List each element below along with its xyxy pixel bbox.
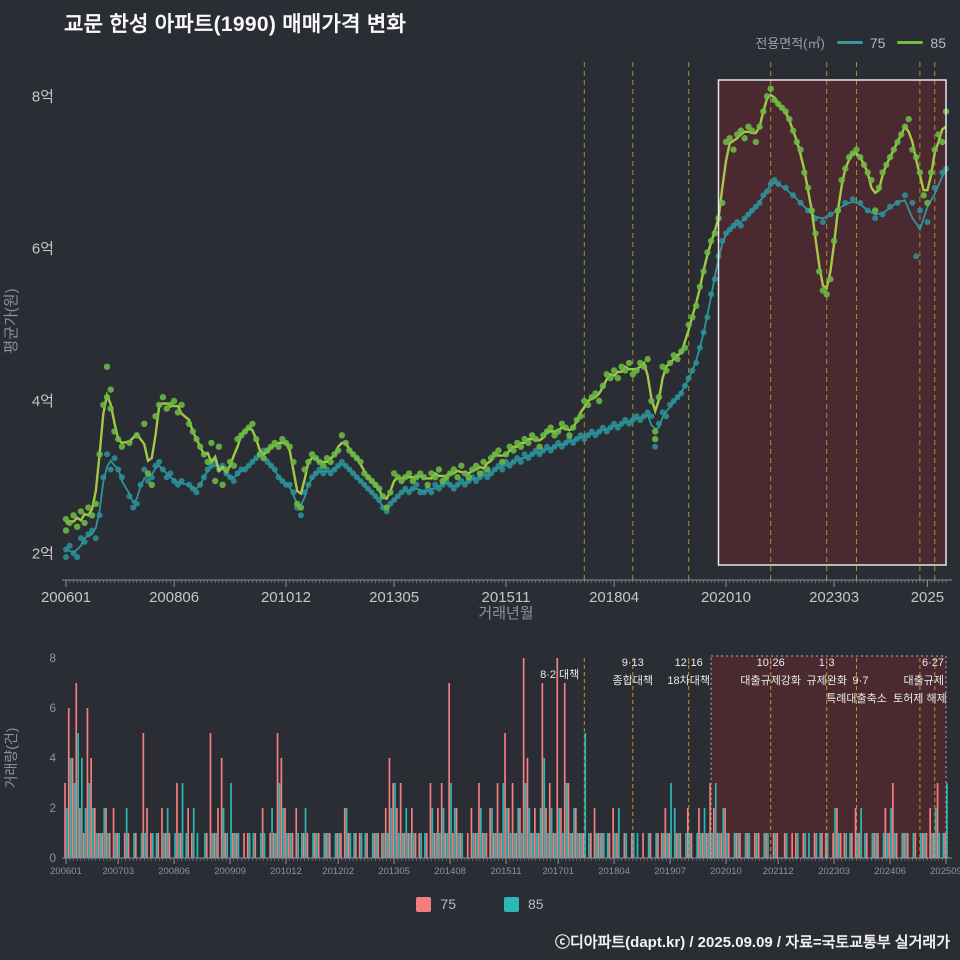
svg-text:규제완화: 규제완화 xyxy=(806,674,846,687)
highlight-region-fill xyxy=(718,80,946,565)
svg-text:18차대책: 18차대책 xyxy=(667,674,710,687)
svg-text:202303: 202303 xyxy=(809,589,859,606)
svg-text:8·2 대책: 8·2 대책 xyxy=(540,668,579,681)
svg-text:201511: 201511 xyxy=(491,866,522,877)
svg-text:200601: 200601 xyxy=(50,866,82,877)
volume-highlight-fill xyxy=(711,656,946,858)
svg-text:201305: 201305 xyxy=(378,866,410,877)
policy-annotations: 8·2 대책 9·13 종합대책 12·16 18차대책 10·26 대출규제강화 1·3 규제… xyxy=(540,657,947,705)
svg-text:특례대출축소: 특례대출축소 xyxy=(826,692,887,705)
svg-text:9·13: 9·13 xyxy=(622,657,644,669)
svg-text:200601: 200601 xyxy=(41,589,91,606)
size-legend-label: 전용면적(㎡) xyxy=(755,36,825,51)
svg-text:201012: 201012 xyxy=(261,589,311,606)
highlight-region-border xyxy=(717,79,947,566)
legend-label-75: 75 xyxy=(869,34,886,51)
legend-square-swatch-75 xyxy=(416,896,432,912)
size-legend: 전용면적(㎡) 75 85 xyxy=(755,33,946,52)
legend-square-swatch-85 xyxy=(504,896,519,912)
copyright-credit: ⓒ디아파트(dapt.kr) / 2025.09.09 / 자료=국토교통부 실… xyxy=(554,934,950,951)
svg-text:202010: 202010 xyxy=(710,866,742,877)
volume-highlight-border xyxy=(710,655,947,859)
svg-text:0: 0 xyxy=(49,851,56,865)
legend-line-swatch-75 xyxy=(836,41,863,44)
x-axis-title: 거래년월 xyxy=(478,605,533,622)
svg-text:202010: 202010 xyxy=(701,589,751,606)
svg-text:201804: 201804 xyxy=(598,866,630,877)
y-axis-title: 평균가(원) xyxy=(3,288,20,353)
volume-legend-item-75[interactable]: 75 xyxy=(416,896,456,912)
legend-label-85: 85 xyxy=(930,34,946,51)
volume-y-axis-title: 거래량(건) xyxy=(3,728,19,789)
svg-text:대출규제강화: 대출규제강화 xyxy=(740,674,801,687)
svg-text:200909: 200909 xyxy=(214,866,246,877)
svg-text:202509: 202509 xyxy=(930,866,960,877)
svg-text:10·26: 10·26 xyxy=(757,657,785,669)
svg-text:201511: 201511 xyxy=(482,589,531,606)
page-title: 교문 한성 아파트(1990) 매매가격 변화 xyxy=(64,13,407,36)
svg-text:종합대책: 종합대책 xyxy=(613,674,653,687)
svg-text:2025: 2025 xyxy=(911,589,944,606)
svg-text:201202: 201202 xyxy=(322,866,354,877)
svg-text:201907: 201907 xyxy=(654,866,686,877)
svg-text:4억: 4억 xyxy=(32,393,54,410)
svg-text:201804: 201804 xyxy=(589,589,639,606)
svg-text:201701: 201701 xyxy=(542,866,574,877)
volume-legend-item-85[interactable]: 85 xyxy=(504,896,544,912)
price-chart[interactable]: 200601 200806 201012 201305 201511 201804 2020… xyxy=(0,0,960,648)
legend-line-swatch-85 xyxy=(897,41,924,44)
svg-text:6억: 6억 xyxy=(32,241,54,258)
svg-text:200806: 200806 xyxy=(149,589,199,606)
volume-legend-label-85: 85 xyxy=(528,896,544,912)
svg-text:200806: 200806 xyxy=(158,866,190,877)
svg-text:6: 6 xyxy=(49,701,56,715)
svg-text:6·27: 6·27 xyxy=(922,657,944,669)
series-85 xyxy=(62,85,950,534)
svg-text:8: 8 xyxy=(49,651,56,665)
volume-bars-85 xyxy=(66,733,948,858)
svg-text:9·7: 9·7 xyxy=(853,675,869,687)
svg-text:202406: 202406 xyxy=(874,866,906,877)
svg-text:200703: 200703 xyxy=(102,866,134,877)
volume-legend-label-75: 75 xyxy=(440,896,456,912)
x-axis: 200601 200806 201012 201305 201511 201804 2020… xyxy=(41,579,952,606)
y-axis: 2억 4억 6억 8억 xyxy=(32,88,54,562)
svg-text:1·3: 1·3 xyxy=(819,657,835,669)
svg-text:12·16: 12·16 xyxy=(675,657,703,669)
svg-text:2: 2 xyxy=(49,801,56,815)
svg-text:202112: 202112 xyxy=(763,866,794,877)
volume-legend: 75 85 xyxy=(0,896,960,912)
svg-text:201305: 201305 xyxy=(369,589,419,606)
volume-bars-75 xyxy=(64,658,946,858)
svg-text:2억: 2억 xyxy=(32,545,54,562)
volume-chart[interactable]: 200601 200703 200806 200909 201012 201202 2013… xyxy=(0,648,960,880)
volume-y-axis: 0 2 4 6 8 xyxy=(49,651,56,865)
legend-item-85[interactable]: 85 xyxy=(897,35,946,51)
svg-text:202303: 202303 xyxy=(818,866,850,877)
svg-text:토허제 해제: 토허제 해제 xyxy=(893,691,947,705)
volume-x-axis: 200601 200703 200806 200909 201012 201202 2013… xyxy=(50,857,960,877)
svg-text:201408: 201408 xyxy=(434,866,466,877)
svg-text:4: 4 xyxy=(49,751,56,765)
legend-item-75[interactable]: 75 xyxy=(836,34,886,51)
volume-policy-vlines xyxy=(583,658,936,858)
svg-text:8억: 8억 xyxy=(32,88,54,105)
svg-text:201012: 201012 xyxy=(270,866,302,877)
svg-text:대출규제: 대출규제 xyxy=(904,674,944,687)
